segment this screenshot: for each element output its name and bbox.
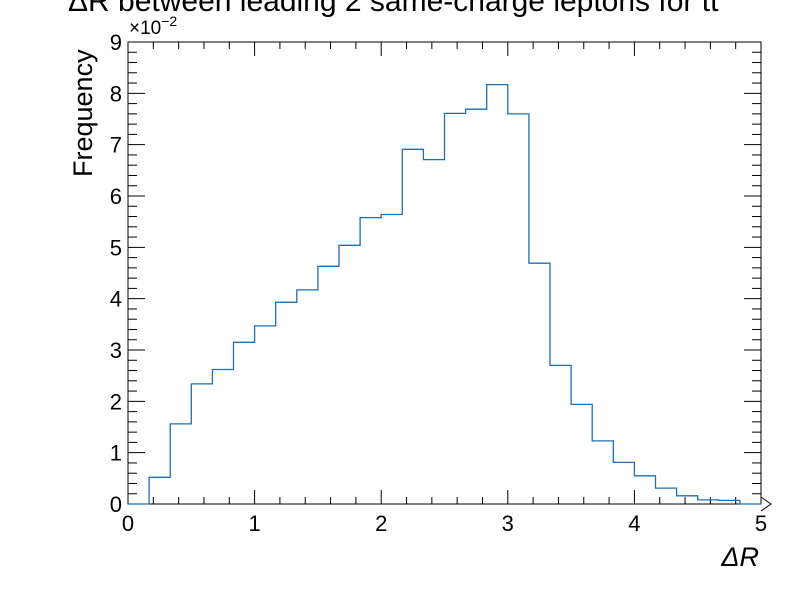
y-tick-label: 6 [110,184,122,209]
x-tick-label: 4 [628,511,640,536]
x-tick-label: 1 [248,511,260,536]
y-axis-multiplier: ×10−2 [129,13,177,39]
y-tick-label: 3 [110,338,122,363]
axis-ticks [127,41,762,505]
plot-frame [127,41,762,505]
y-tick-label: 7 [110,133,122,158]
x-tick-label: 5 [755,511,767,536]
y-tick-label: 4 [110,287,122,312]
x-tick-label: 0 [122,511,134,536]
y-tick-label: 1 [110,441,122,466]
x-axis-label: ΔR [720,542,759,572]
y-axis-multiplier-base: ×10 [129,18,161,39]
y-tick-label: 9 [110,30,122,55]
x-tick-label: 2 [375,511,387,536]
y-axis-label: Frequency [68,49,98,177]
y-tick-label: 8 [110,81,122,106]
axis-tick-labels: 0 1 2 3 4 5 0 1 2 3 4 5 6 7 8 9 [110,30,767,536]
chart-title: ΔR between leading 2 same-charge leptons… [68,0,719,18]
y-tick-label: 0 [110,492,122,517]
x-axis-arrow [760,496,772,512]
x-tick-label: 3 [502,511,514,536]
y-tick-label: 5 [110,235,122,260]
histogram-line [128,83,761,505]
y-axis-multiplier-exponent: −2 [161,13,177,29]
y-tick-label: 2 [110,389,122,414]
